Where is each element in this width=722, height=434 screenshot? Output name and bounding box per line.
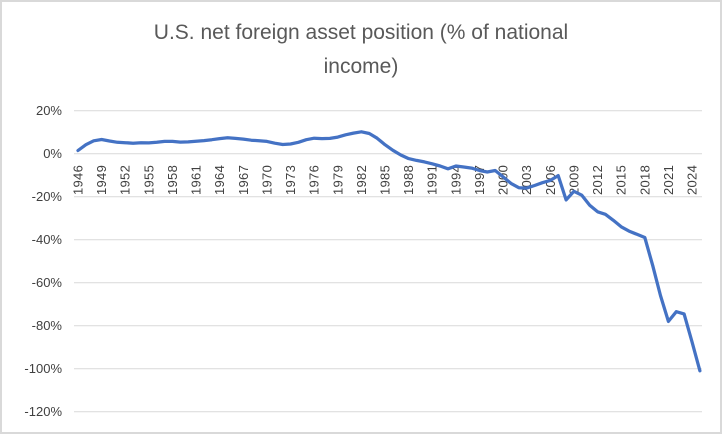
x-axis-tick-label: 1964 (212, 165, 227, 195)
y-axis-tick-label: -80% (32, 318, 63, 333)
x-axis-tick-label: 1976 (307, 165, 322, 195)
x-axis-tick-label: 2003 (519, 165, 534, 195)
x-axis-tick-label: 1988 (401, 165, 416, 195)
x-axis-tick-label: 2012 (590, 165, 605, 195)
x-axis-tick-label: 2021 (661, 165, 676, 195)
y-axis-tick-label: -120% (24, 404, 62, 419)
x-axis-tick-label: 1970 (259, 165, 274, 195)
x-axis-tick-label: 1949 (94, 165, 109, 195)
x-axis-tick-label: 1952 (118, 165, 133, 195)
x-axis-tick-label: 1994 (448, 165, 463, 195)
x-axis-tick-label: 1967 (236, 165, 251, 195)
x-axis-tick-label: 2024 (685, 165, 700, 195)
y-axis-tick-label: -60% (32, 275, 63, 290)
x-axis-tick-label: 1955 (141, 165, 156, 195)
chart-title-line-2: income) (323, 54, 399, 78)
chart-title: U.S. net foreign asset position (% of na… (2, 16, 720, 83)
x-axis-tick-label: 1982 (354, 165, 369, 195)
x-axis-tick-label: 1991 (425, 165, 440, 195)
y-axis-tick-label: -20% (32, 189, 63, 204)
data-line (76, 130, 702, 373)
y-axis-tick-label: -40% (32, 232, 63, 247)
y-axis-tick-label: 0% (43, 146, 62, 161)
x-axis-tick-labels: 1946 1949 1952 1955 1958 1961 1964 1967 1970 1973… (71, 165, 700, 195)
x-axis-tick-label: 1958 (165, 165, 180, 195)
x-axis-tick-label: 1979 (330, 165, 345, 195)
gridlines (74, 110, 702, 413)
x-axis-tick-label: 1961 (189, 165, 204, 195)
data-series (76, 130, 702, 373)
x-axis-tick-label: 1973 (283, 165, 298, 195)
y-axis-tick-label: -100% (24, 361, 62, 376)
y-axis-tick-label: 20% (36, 103, 62, 118)
x-axis-tick-label: 2015 (614, 165, 629, 195)
x-axis-tick-label: 1946 (71, 165, 86, 195)
x-axis-tick-label: 1985 (378, 165, 393, 195)
y-axis-tick-labels: 20% 0% -20% -40% -60% -80% -100% -120% (24, 103, 62, 419)
x-axis-tick-label: 2009 (566, 165, 581, 195)
chart-title-line-1: U.S. net foreign asset position (% of na… (153, 21, 569, 44)
x-axis-tick-label: 2018 (637, 165, 652, 195)
